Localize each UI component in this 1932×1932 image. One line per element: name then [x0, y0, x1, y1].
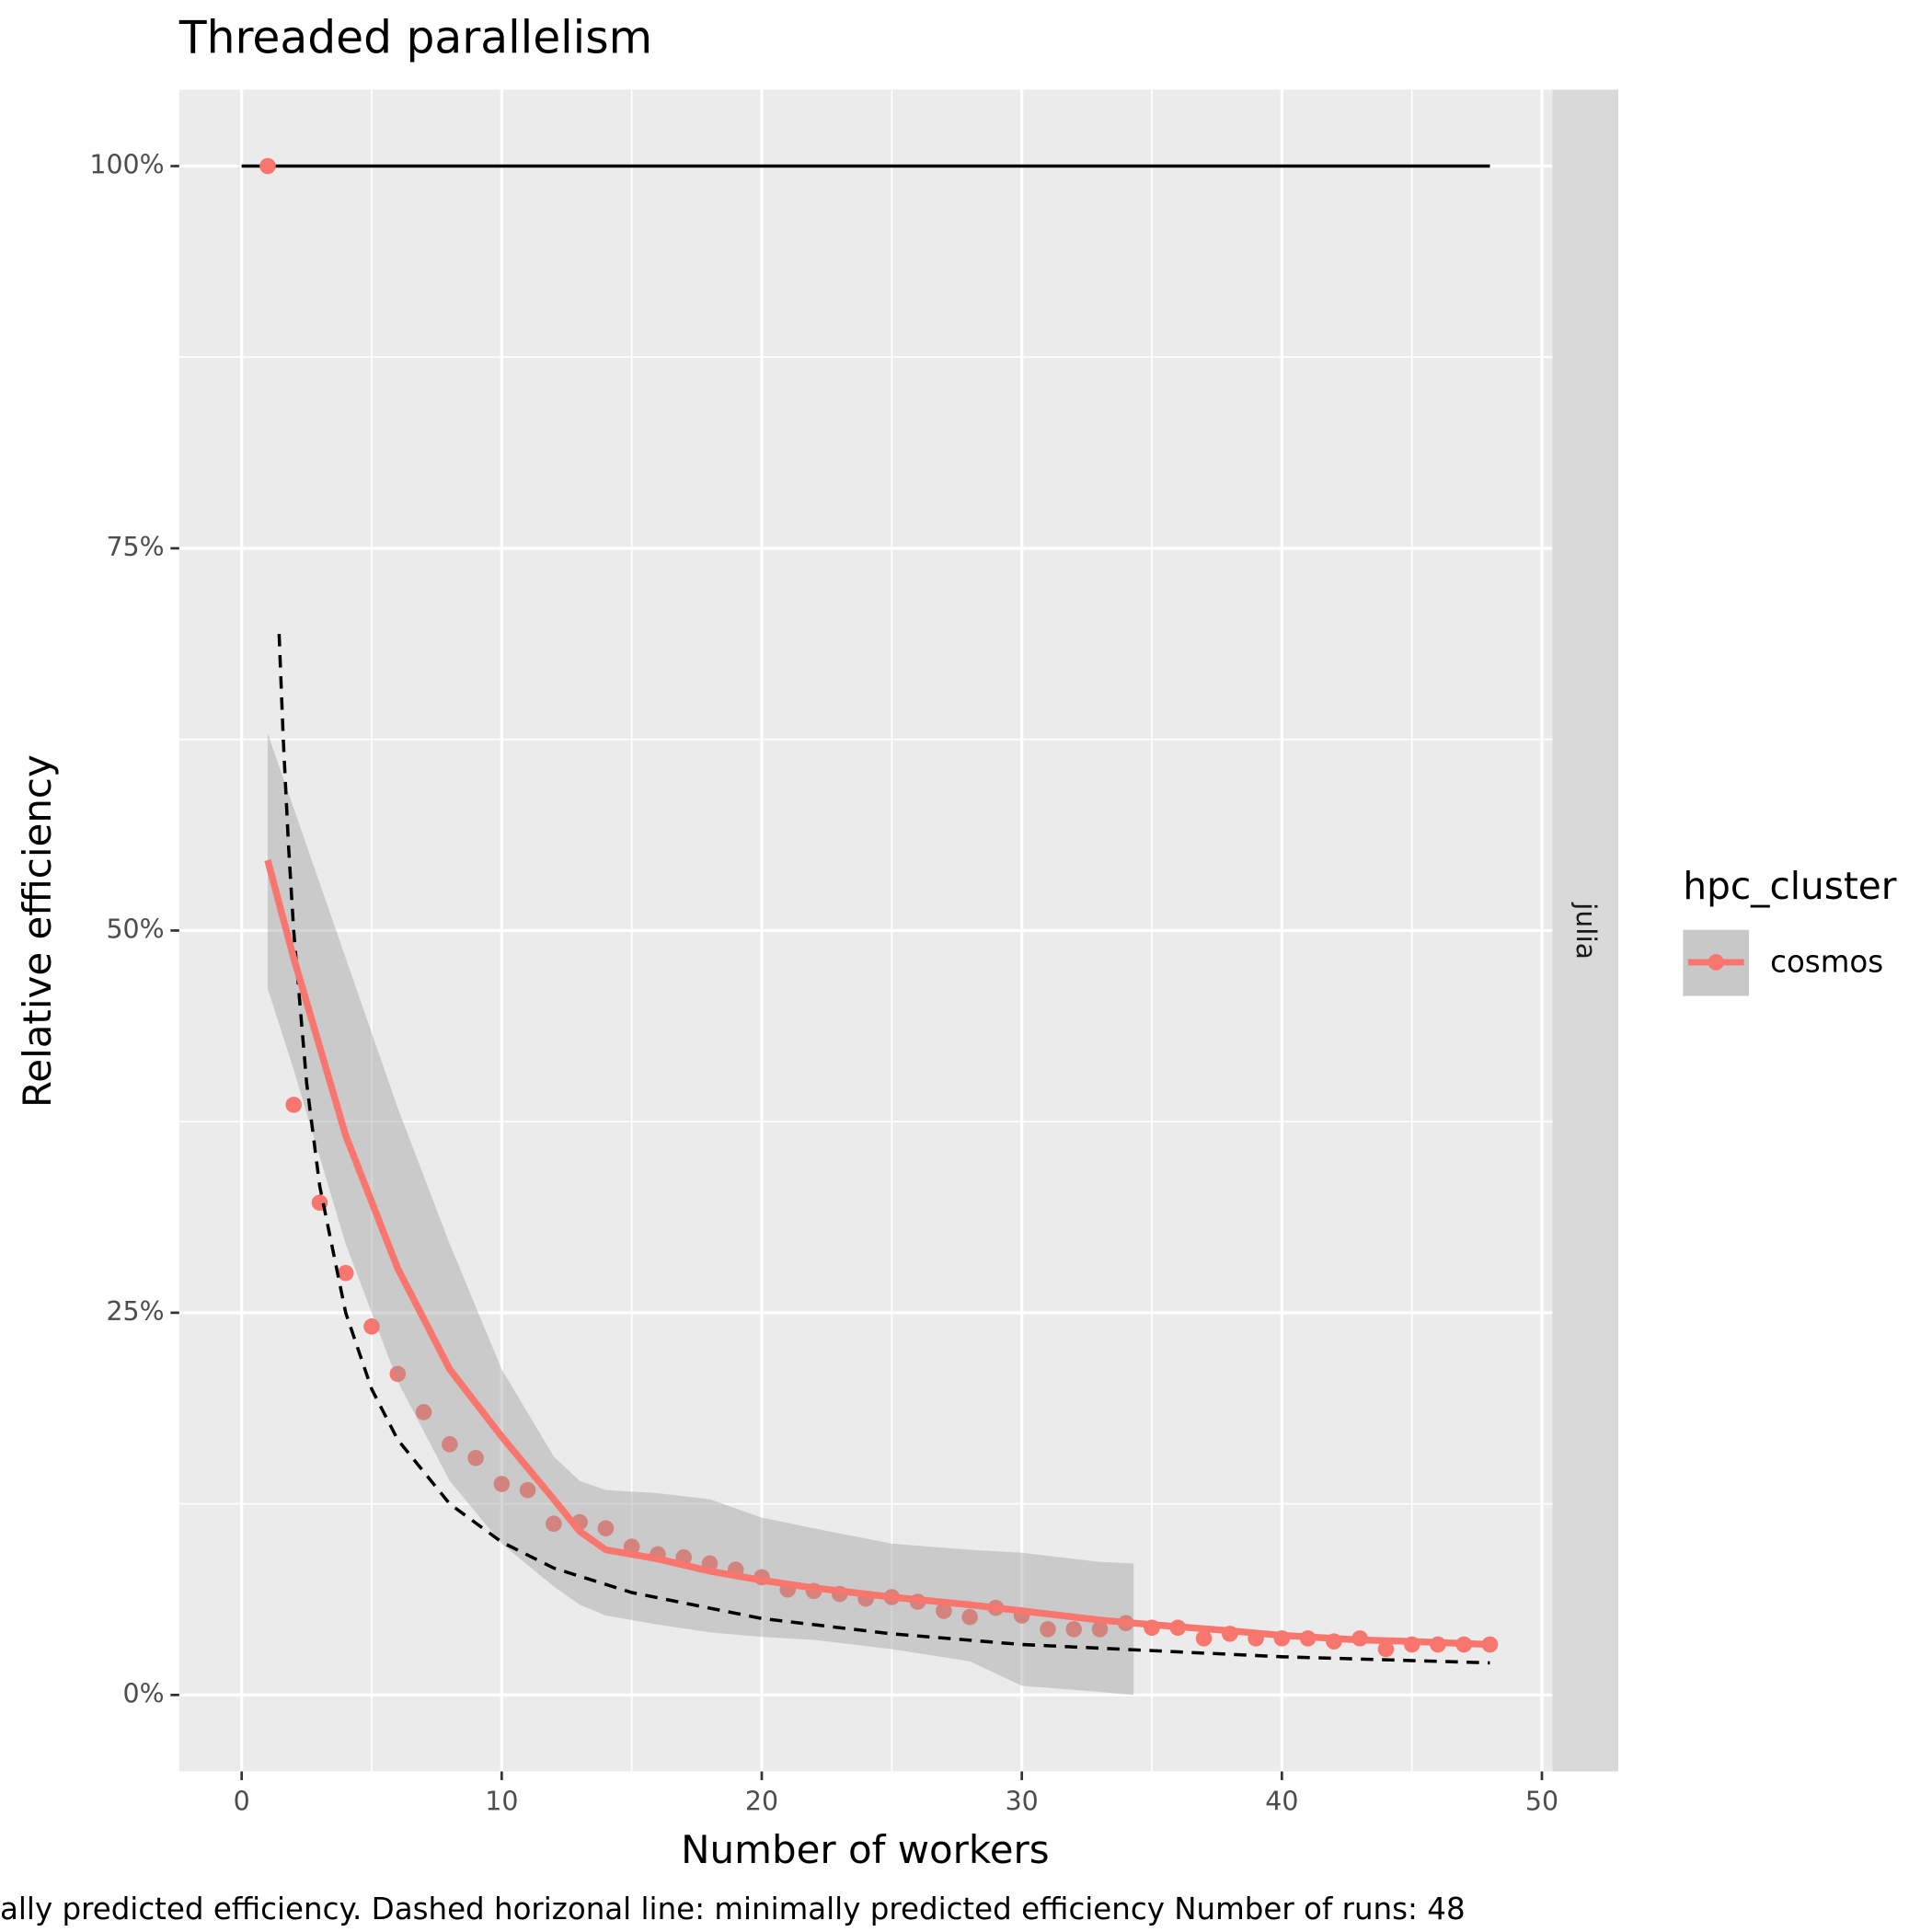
y-tick-label: 75% — [106, 532, 164, 562]
point — [363, 1318, 380, 1335]
point — [519, 1481, 536, 1499]
point — [597, 1520, 615, 1537]
point — [467, 1449, 484, 1466]
legend-point — [1708, 954, 1725, 971]
x-tick-label: 0 — [234, 1786, 250, 1816]
x-tick-label: 20 — [745, 1786, 778, 1816]
x-tick-label: 10 — [485, 1786, 518, 1816]
point — [936, 1603, 952, 1619]
legend-label: cosmos — [1770, 944, 1883, 979]
x-tick-label: 40 — [1265, 1786, 1298, 1816]
x-axis-title: Number of workers — [681, 1827, 1049, 1872]
y-tick-label: 0% — [123, 1678, 165, 1708]
caption: ally predicted efficiency. Dashed horizo… — [0, 1892, 1466, 1926]
y-axis-title: Relative efficiency — [15, 754, 60, 1108]
facet-label: julia — [1570, 902, 1602, 960]
smooth-line — [264, 859, 1490, 1649]
x-tick-label: 50 — [1525, 1786, 1558, 1816]
point — [259, 157, 276, 175]
y-tick-label: 50% — [106, 914, 164, 944]
point — [389, 1365, 407, 1383]
facet-strip — [1552, 89, 1619, 1772]
point — [961, 1608, 978, 1626]
y-tick-label: 25% — [106, 1296, 164, 1327]
point — [337, 1264, 354, 1282]
confidence-band — [267, 733, 1134, 1696]
point — [285, 1097, 303, 1113]
predicted-curve — [277, 633, 1490, 1665]
point — [1377, 1640, 1395, 1658]
x-tick-label: 30 — [1006, 1786, 1039, 1816]
point — [1195, 1630, 1213, 1647]
point — [415, 1404, 432, 1420]
point — [493, 1476, 511, 1492]
point — [1091, 1621, 1109, 1638]
point — [546, 1515, 562, 1533]
chart-title: Threaded parallelism — [178, 13, 652, 64]
point — [1065, 1621, 1083, 1638]
y-tick-label: 100% — [89, 150, 164, 180]
point — [1040, 1621, 1056, 1638]
point — [442, 1436, 458, 1453]
legend-title: hpc_cluster — [1683, 864, 1896, 908]
